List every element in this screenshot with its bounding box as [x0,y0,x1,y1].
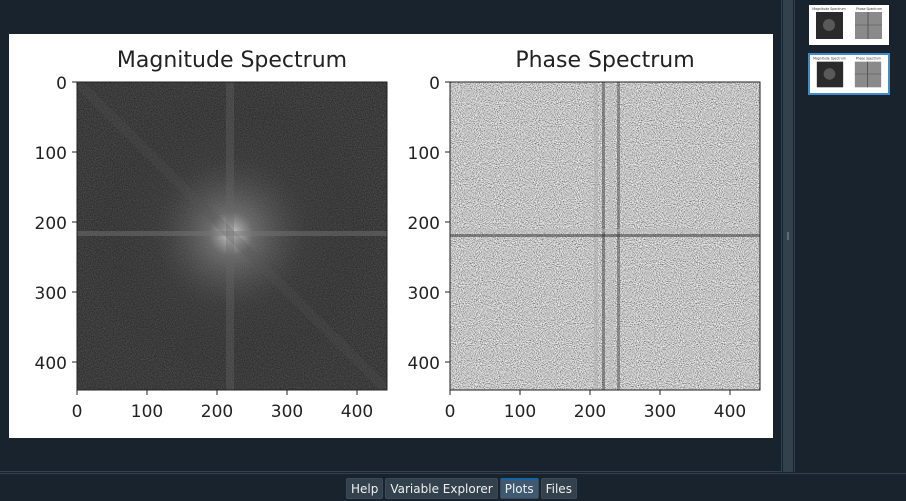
magnitude-title: Magnitude Spectrum [117,48,347,73]
phase-y-tick-label: 300 [408,284,440,304]
magnitude-x-tick-label: 400 [341,402,373,422]
tab-help[interactable]: Help [346,478,384,499]
magnitude-y-tick-label: 400 [35,354,67,374]
bottom-tab-bar: Help Variable Explorer Plots Files [0,473,906,501]
splitter-grip-icon[interactable] [787,232,789,240]
phase-y-tick-label: 0 [429,74,440,94]
phase-x-tick-label: 0 [445,402,456,422]
thumbnail-title: Phase Spectrum [856,7,882,11]
pane-tabs: Help Variable Explorer Plots Files [346,478,577,499]
magnitude-image [77,82,387,390]
phase-image [450,82,760,390]
thumbnail-pane: Magnitude Spectrum Phase Spectrum Magnit… [794,0,906,472]
tab-files[interactable]: Files [540,478,577,499]
thumbnail-title: Magnitude Spectrum [813,57,846,61]
thumbnail-title: Magnitude Spectrum [812,7,845,11]
phase-y-ticks: 0 100 200 300 400 [408,74,450,374]
plots-main-pane: Magnitude Spectrum 0 10 [0,0,782,472]
phase-y-tick-label: 100 [408,144,440,164]
magnitude-x-tick-label: 0 [72,402,83,422]
magnitude-x-tick-label: 300 [271,402,303,422]
magnitude-x-ticks: 0 100 200 300 400 [72,390,373,422]
magnitude-y-ticks: 0 100 200 300 400 [35,74,77,374]
magnitude-x-tick-label: 200 [201,402,233,422]
magnitude-y-tick-label: 100 [35,144,67,164]
thumbnail-title: Phase Spectrum [856,57,881,61]
magnitude-y-tick-label: 0 [56,74,67,94]
phase-x-tick-label: 100 [504,402,536,422]
phase-x-tick-label: 300 [644,402,676,422]
plot-figure: Magnitude Spectrum 0 10 [9,34,773,438]
figure-canvas: Magnitude Spectrum 0 10 [35,48,761,422]
pane-splitter[interactable] [783,0,793,472]
magnitude-y-tick-label: 300 [35,284,67,304]
phase-x-tick-label: 200 [574,402,606,422]
phase-x-tick-label: 400 [714,402,746,422]
tab-plots[interactable]: Plots [499,478,539,499]
thumbnail-preview: Magnitude Spectrum Phase Spectrum [812,7,882,39]
magnitude-plot: Magnitude Spectrum 0 10 [35,48,388,422]
magnitude-y-tick-label: 200 [35,214,67,234]
phase-title: Phase Spectrum [515,48,694,73]
magnitude-x-tick-label: 100 [131,402,163,422]
phase-y-tick-label: 400 [408,354,440,374]
tab-variable-explorer[interactable]: Variable Explorer [385,478,498,499]
phase-x-ticks: 0 100 200 300 400 [445,390,746,422]
thumbnail-preview: Magnitude Spectrum Phase Spectrum [813,57,881,88]
phase-y-tick-label: 200 [408,214,440,234]
phase-plot: Phase Spectrum [408,48,761,422]
plot-thumbnail[interactable]: Magnitude Spectrum Phase Spectrum [808,4,890,46]
plot-thumbnail-selected[interactable]: Magnitude Spectrum Phase Spectrum [808,53,890,95]
